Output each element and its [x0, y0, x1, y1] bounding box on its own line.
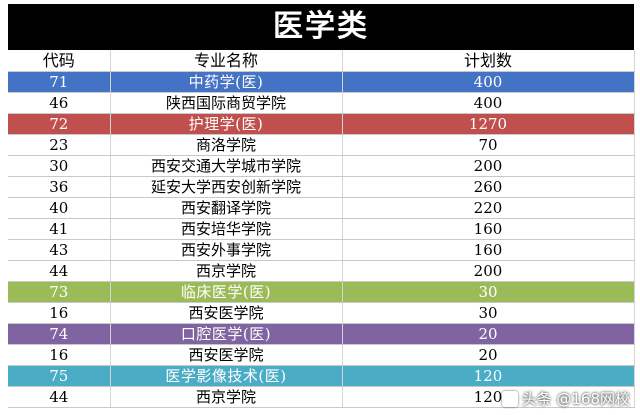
cell-code: 44: [8, 386, 111, 408]
header-plan-count: 计划数: [342, 50, 635, 72]
category-row: 72 护理学(医) 1270: [8, 113, 635, 135]
cell-code: 30: [8, 155, 111, 177]
cell-code: 41: [8, 218, 111, 240]
table-row: 44 西京学院 120: [8, 386, 635, 408]
table-row: 43 西安外事学院 160: [8, 239, 635, 261]
cell-plan-count: 20: [342, 323, 635, 345]
cell-plan-count: 30: [342, 302, 635, 324]
header-major-name: 专业名称: [110, 50, 343, 72]
cell-plan-count: 1270: [342, 113, 635, 135]
cell-code: 74: [8, 323, 111, 345]
cell-major-name: 西京学院: [110, 260, 343, 282]
cell-code: 23: [8, 134, 111, 156]
cell-major-name: 延安大学西安创新学院: [110, 176, 343, 198]
category-row: 71 中药学(医) 400: [8, 71, 635, 93]
category-row: 73 临床医学(医) 30: [8, 281, 635, 303]
cell-plan-count: 30: [342, 281, 635, 303]
cell-major-name: 西安医学院: [110, 344, 343, 366]
cell-major-name: 护理学(医): [110, 113, 343, 135]
cell-major-name: 西安翻译学院: [110, 197, 343, 219]
cell-major-name: 西安交通大学城市学院: [110, 155, 343, 177]
header-row: 代码 专业名称 计划数: [8, 50, 635, 72]
app-icon: [501, 390, 518, 407]
cell-code: 36: [8, 176, 111, 198]
cell-plan-count: 400: [342, 71, 635, 93]
cell-major-name: 医学影像技术(医): [110, 365, 343, 387]
watermark: 头条 @168网校: [501, 388, 630, 409]
cell-major-name: 西京学院: [110, 386, 343, 408]
cell-plan-count: 200: [342, 260, 635, 282]
table-row: 16 西安医学院 30: [8, 302, 635, 324]
cell-major-name: 口腔医学(医): [110, 323, 343, 345]
cell-plan-count: 70: [342, 134, 635, 156]
cell-code: 44: [8, 260, 111, 282]
table-row: 46 陕西国际商贸学院 400: [8, 92, 635, 114]
cell-code: 43: [8, 239, 111, 261]
cell-major-name: 陕西国际商贸学院: [110, 92, 343, 114]
cell-major-name: 商洛学院: [110, 134, 343, 156]
cell-plan-count: 260: [342, 176, 635, 198]
table-title: 医学类: [8, 4, 634, 50]
watermark-text: 头条 @168网校: [521, 390, 630, 408]
table-row: 36 延安大学西安创新学院 260: [8, 176, 635, 198]
category-row: 74 口腔医学(医) 20: [8, 323, 635, 345]
cell-major-name: 西安培华学院: [110, 218, 343, 240]
table-row: 23 商洛学院 70: [8, 134, 635, 156]
table-row: 40 西安翻译学院 220: [8, 197, 635, 219]
table-row: 30 西安交通大学城市学院 200: [8, 155, 635, 177]
cell-major-name: 中药学(医): [110, 71, 343, 93]
cell-major-name: 西安外事学院: [110, 239, 343, 261]
cell-major-name: 西安医学院: [110, 302, 343, 324]
cell-plan-count: 120: [342, 365, 635, 387]
cell-code: 40: [8, 197, 111, 219]
table-row: 16 西安医学院 20: [8, 344, 635, 366]
cell-code: 71: [8, 71, 111, 93]
cell-plan-count: 160: [342, 239, 635, 261]
table-row: 44 西京学院 200: [8, 260, 635, 282]
spreadsheet: 医学类 代码 专业名称 计划数 71 中药学(医) 400 46 陕西国际商贸学院 400…: [8, 4, 635, 408]
cell-code: 16: [8, 302, 111, 324]
cell-code: 16: [8, 344, 111, 366]
cell-code: 73: [8, 281, 111, 303]
header-code: 代码: [8, 50, 111, 72]
table-body: 71 中药学(医) 400 46 陕西国际商贸学院 400 72 护理学(医) 1270 23 商洛…: [8, 71, 635, 408]
category-row: 75 医学影像技术(医) 120: [8, 365, 635, 387]
cell-plan-count: 120: [342, 386, 635, 408]
cell-plan-count: 400: [342, 92, 635, 114]
cell-plan-count: 200: [342, 155, 635, 177]
cell-code: 46: [8, 92, 111, 114]
cell-code: 72: [8, 113, 111, 135]
enrollment-table: 代码 专业名称 计划数 71 中药学(医) 400 46 陕西国际商贸学院 400 72 护理…: [8, 50, 635, 408]
cell-major-name: 临床医学(医): [110, 281, 343, 303]
cell-code: 75: [8, 365, 111, 387]
table-row: 41 西安培华学院 160: [8, 218, 635, 240]
cell-plan-count: 220: [342, 197, 635, 219]
cell-plan-count: 160: [342, 218, 635, 240]
cell-plan-count: 20: [342, 344, 635, 366]
